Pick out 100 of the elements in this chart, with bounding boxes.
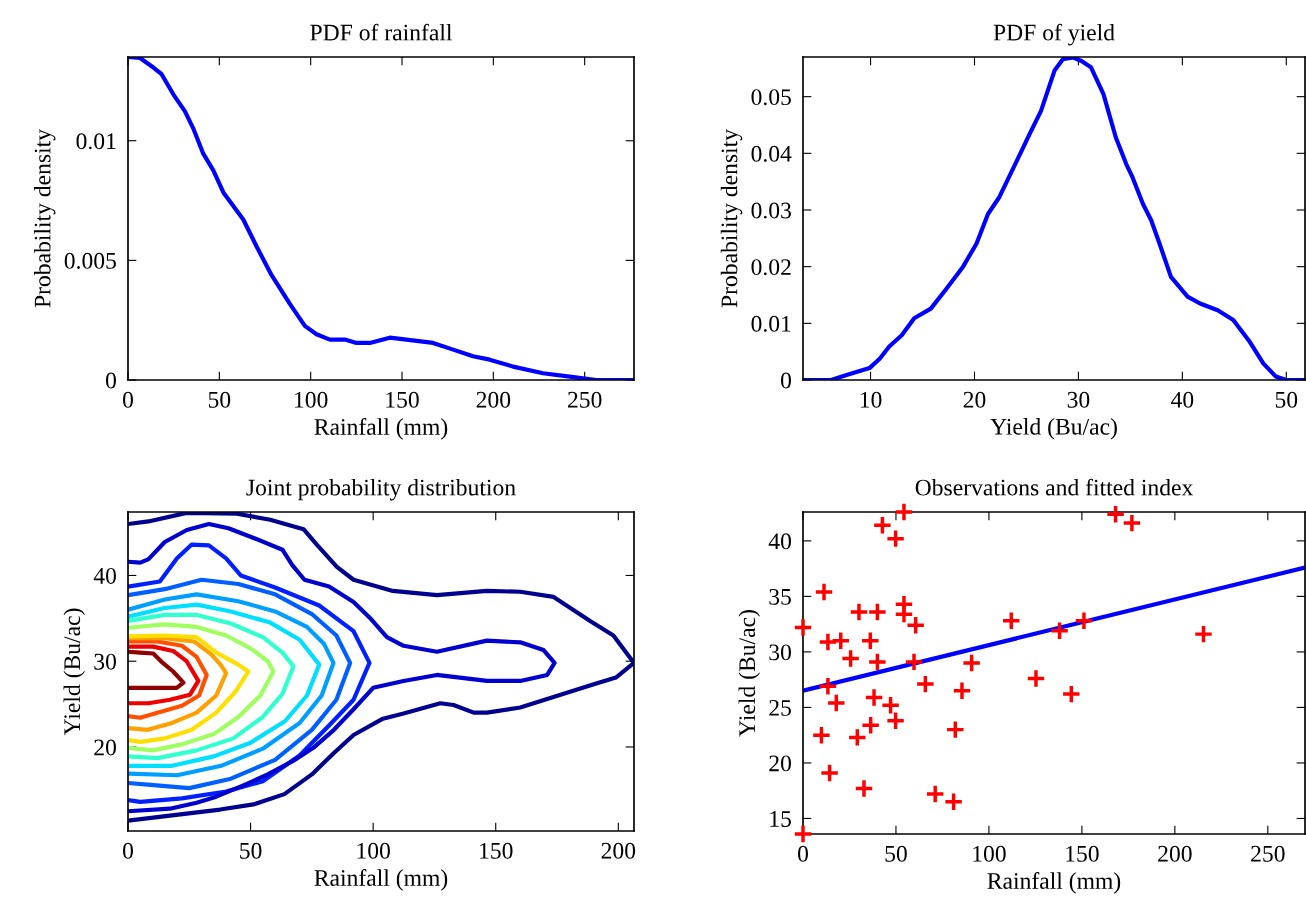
point: [847, 727, 868, 748]
x-tick-label: 0: [123, 391, 133, 408]
y-tick-label: 0.03: [751, 202, 791, 219]
x-tick-label: 100: [973, 845, 1006, 862]
point: [1026, 668, 1046, 689]
x-tick-label: 100: [295, 391, 328, 408]
x-tick-label: 10: [860, 391, 882, 408]
y-tick-label: 0.01: [751, 315, 791, 332]
y-tick-label: 40: [93, 567, 116, 584]
point: [840, 648, 861, 669]
point: [819, 762, 840, 783]
point: [817, 676, 838, 697]
x-tick-label: 0: [798, 845, 808, 862]
line-series: [128, 622, 276, 753]
point: [826, 693, 847, 713]
x-tick-label: 50: [208, 391, 231, 408]
point: [793, 824, 813, 844]
x-axis-title: Rainfall (mm): [314, 418, 448, 440]
line-series: [128, 644, 201, 706]
y-tick-label: 20: [769, 755, 791, 772]
y-axis-title: Yield (Bu/ac): [63, 608, 85, 736]
y-tick-label: 0.02: [751, 259, 791, 276]
chart-title: Joint probability distribution: [246, 478, 516, 501]
line-series: [128, 577, 353, 791]
chart-title: PDF of rainfall: [310, 23, 453, 41]
point: [1049, 620, 1070, 641]
point: [1001, 610, 1022, 631]
x-tick-label: 40: [1171, 391, 1194, 408]
x-tick-label: 50: [240, 842, 262, 859]
point: [854, 778, 874, 799]
point: [830, 630, 851, 651]
y-tick-label: 0.005: [64, 252, 116, 269]
x-tick-label: 200: [601, 842, 636, 859]
point: [811, 725, 832, 746]
chart-title: PDF of yield: [993, 23, 1115, 46]
point: [945, 719, 966, 740]
point: [814, 581, 834, 602]
x-tick-label: 200: [476, 391, 511, 408]
point: [904, 651, 924, 672]
line-series: [128, 612, 296, 761]
x-axis-title: Yield (Bu/ac): [990, 418, 1117, 440]
point: [1193, 624, 1214, 645]
line-series: [128, 633, 251, 744]
x-tick-label: 30: [1067, 391, 1090, 408]
x-tick-label: 150: [1066, 845, 1099, 862]
y-tick-label: 35: [769, 588, 791, 605]
y-tick-label: 30: [769, 644, 791, 661]
y-tick-label: 0.05: [751, 89, 791, 106]
x-axis-title: Rainfall (mm): [314, 869, 448, 891]
line-series: [128, 639, 209, 720]
y-tick-label: 40: [768, 533, 791, 550]
y-tick-label: 0.04: [751, 145, 792, 162]
y-axis-title: Probability density: [33, 129, 56, 308]
line-series: [803, 57, 1305, 380]
point: [1073, 610, 1094, 631]
line-series: [128, 649, 186, 690]
point: [905, 615, 926, 636]
x-tick-label: 250: [568, 391, 602, 408]
line-series: [128, 602, 322, 768]
line-series: [128, 521, 557, 814]
y-axis-title: Probability density: [720, 129, 743, 308]
line-series: [128, 592, 336, 778]
point: [860, 630, 881, 651]
y-tick-label: 30: [94, 653, 116, 670]
point: [872, 515, 893, 536]
point: [952, 680, 972, 701]
line-series: [128, 635, 229, 732]
x-axis-title: Rainfall (mm): [987, 872, 1121, 894]
y-axis-title: Yield (Bu/ac): [738, 610, 760, 737]
point: [925, 784, 946, 804]
point: [943, 791, 964, 812]
point: [864, 687, 884, 708]
y-tick-label: 25: [769, 699, 791, 716]
point: [817, 631, 838, 652]
x-tick-label: 100: [357, 842, 390, 859]
point: [1061, 684, 1082, 705]
x-tick-label: 50: [885, 845, 907, 862]
x-tick-label: 50: [1275, 391, 1298, 408]
point: [915, 674, 936, 695]
point: [885, 528, 906, 549]
point: [867, 651, 888, 672]
y-tick-label: 0: [780, 372, 791, 389]
point: [1105, 504, 1126, 525]
point: [793, 617, 813, 638]
y-tick-label: 15: [770, 811, 791, 827]
x-tick-label: 150: [480, 842, 513, 859]
point: [849, 601, 869, 622]
line-series: [128, 57, 634, 380]
point: [860, 715, 881, 736]
point: [894, 604, 914, 625]
x-tick-label: 20: [963, 391, 986, 408]
point: [1121, 513, 1142, 534]
x-tick-label: 200: [1158, 845, 1192, 862]
point: [885, 710, 906, 731]
point: [880, 695, 901, 716]
y-tick-label: 0: [105, 372, 116, 389]
point: [894, 502, 914, 522]
x-tick-label: 250: [1251, 845, 1285, 862]
chart-title: Observations and fitted index: [915, 478, 1194, 496]
y-tick-label: 0.01: [76, 133, 116, 150]
